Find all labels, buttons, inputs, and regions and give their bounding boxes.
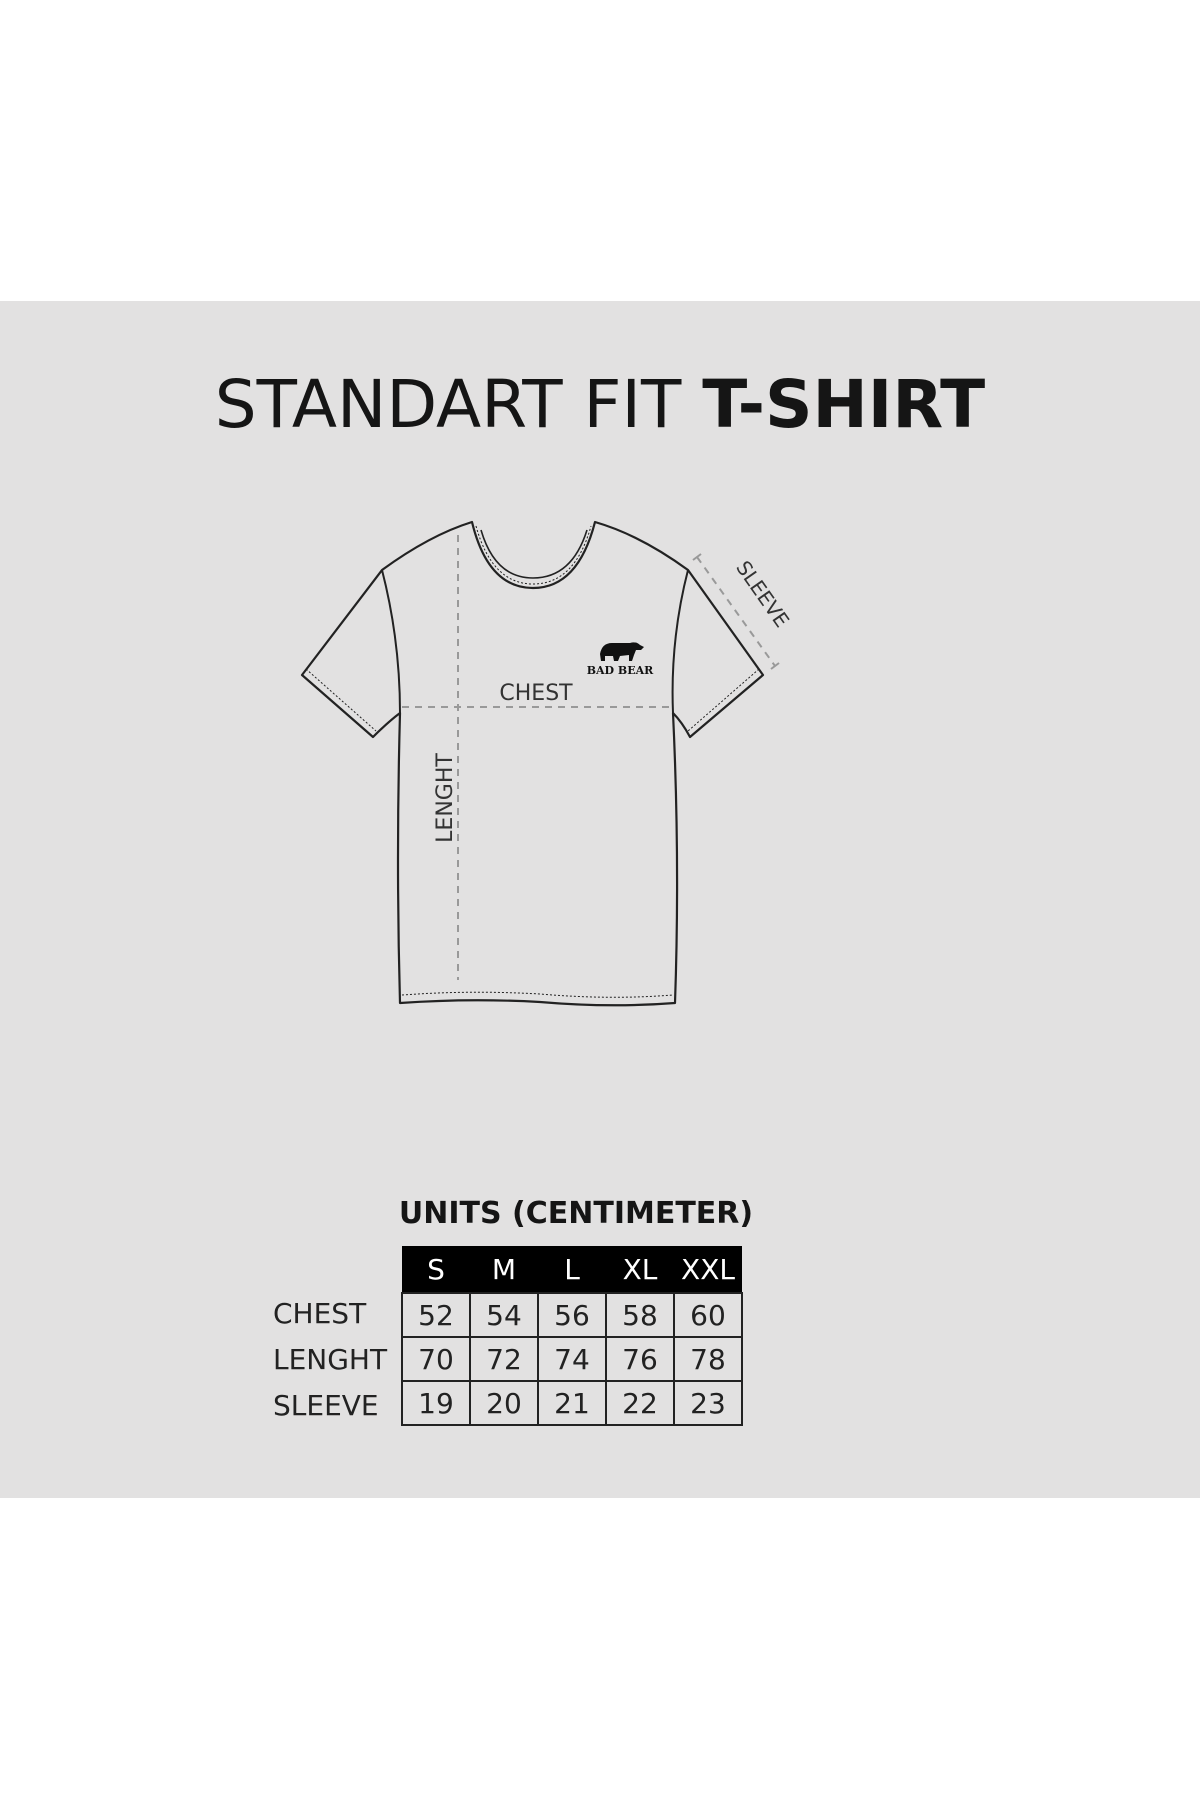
table-cell: 23 [673, 1380, 743, 1426]
table-cell: 78 [673, 1336, 743, 1382]
table-cell: 72 [469, 1336, 539, 1382]
sleeve-label: SLEEVE [731, 556, 794, 632]
sleeve-measure-line [696, 556, 776, 667]
left-shoulder-seam [381, 569, 401, 714]
collar-inner [480, 529, 588, 579]
table-cell: 74 [537, 1336, 607, 1382]
table-cell: 58 [605, 1292, 675, 1338]
title-regular: STANDART FIT [214, 366, 682, 443]
sleeve-hem-right [687, 668, 760, 732]
title-bold: T-SHIRT [702, 366, 986, 443]
logo-text: BAD BEAR [587, 664, 654, 677]
page-title: STANDART FIT T-SHIRT [0, 366, 1200, 443]
size-header: L [538, 1246, 606, 1293]
table-cell: 60 [673, 1292, 743, 1338]
length-label: LENGHT [433, 753, 458, 843]
table-cell: 76 [605, 1336, 675, 1382]
size-header: S [402, 1246, 470, 1293]
table-cell: 21 [537, 1380, 607, 1426]
table-row: 19 20 21 22 23 [401, 1380, 743, 1426]
table-cell: 52 [401, 1292, 471, 1338]
table-cell: 54 [469, 1292, 539, 1338]
size-header: M [470, 1246, 538, 1293]
size-table: S M L XL XXL 52 54 56 58 60 70 72 74 76 … [401, 1246, 743, 1426]
table-cell: 70 [401, 1336, 471, 1382]
row-label-chest: CHEST [273, 1297, 367, 1330]
bear-logo-icon: BAD BEAR [587, 642, 654, 677]
table-cell: 56 [537, 1292, 607, 1338]
table-cell: 19 [401, 1380, 471, 1426]
table-cell: 22 [605, 1380, 675, 1426]
sleeve-hem-left [305, 668, 377, 732]
size-header: XL [606, 1246, 674, 1293]
row-label-length: LENGHT [273, 1343, 388, 1376]
table-row: 70 72 74 76 78 [401, 1336, 743, 1382]
row-label-sleeve: SLEEVE [273, 1389, 379, 1422]
right-shoulder-seam [671, 569, 689, 714]
units-caption: UNITS (CENTIMETER) [398, 1196, 754, 1231]
table-cell: 20 [469, 1380, 539, 1426]
collar-stitch [475, 525, 592, 585]
size-header-row: S M L XL XXL [402, 1246, 742, 1293]
chest-label: CHEST [499, 681, 573, 706]
tshirt-outline [300, 520, 765, 1007]
table-row: 52 54 56 58 60 [401, 1292, 743, 1338]
size-header: XXL [674, 1246, 742, 1293]
body-hem-stitch [401, 991, 674, 998]
